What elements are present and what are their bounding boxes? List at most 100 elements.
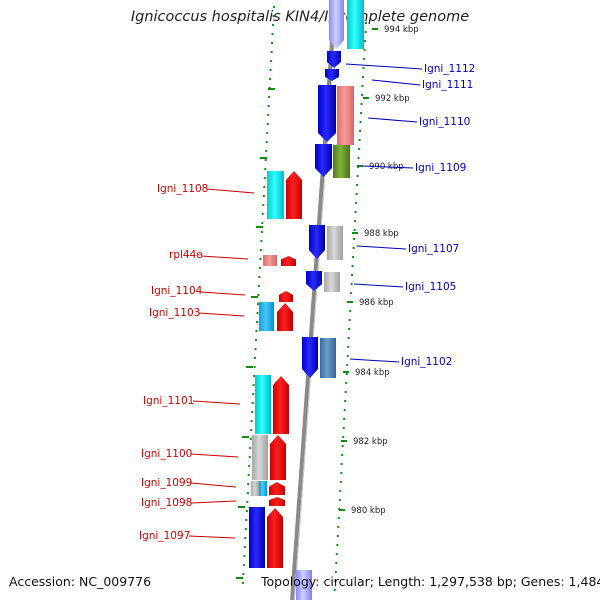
- reverse-gene-label[interactable]: Igni_1102: [401, 356, 452, 368]
- forward-gene-label[interactable]: Igni_1098: [141, 497, 192, 509]
- gc-dot: [247, 474, 250, 476]
- gc-dot: [259, 249, 262, 251]
- gc-dot: [363, 58, 365, 60]
- gc-dot: [254, 348, 257, 350]
- gc-dot: [364, 31, 367, 33]
- label-leader-line: [206, 188, 255, 194]
- forward-gene-arrow[interactable]: [273, 376, 289, 434]
- reverse-gene-block[interactable]: [320, 338, 336, 378]
- reverse-gene-arrow[interactable]: [325, 69, 339, 81]
- gc-dot: [262, 204, 265, 206]
- gc-dot: [337, 517, 340, 519]
- forward-gene-arrow[interactable]: [279, 291, 293, 302]
- reverse-gene-block[interactable]: [296, 570, 312, 600]
- gc-dot: [253, 366, 256, 368]
- gc-dash: [268, 88, 275, 90]
- forward-gene-arrow[interactable]: [277, 303, 293, 331]
- gc-dot: [265, 141, 268, 143]
- gc-dot: [334, 580, 337, 582]
- gc-dot: [259, 258, 262, 260]
- reverse-gene-label[interactable]: Igni_1109: [415, 162, 466, 174]
- reverse-gene-label[interactable]: Igni_1111: [422, 79, 473, 91]
- reverse-gene-arrow[interactable]: [318, 85, 336, 142]
- gc-dot: [345, 373, 348, 375]
- tick-label: 992 kbp: [375, 94, 410, 104]
- gc-dot: [346, 355, 349, 357]
- forward-gene-arrow[interactable]: [286, 171, 302, 219]
- gc-dot: [363, 49, 366, 51]
- forward-gene-arrow[interactable]: [270, 435, 286, 480]
- map-title: Ignicoccus hospitalis KIN4/I, complete g…: [130, 9, 470, 25]
- reverse-gene-arrow[interactable]: [302, 337, 318, 378]
- gc-dot: [250, 429, 253, 431]
- forward-gene-block[interactable]: [259, 302, 274, 331]
- forward-gene-block[interactable]: [251, 481, 259, 496]
- forward-gene-block[interactable]: [259, 481, 267, 496]
- tick-label: 980 kbp: [351, 506, 386, 516]
- gc-dot: [267, 114, 270, 116]
- gc-dot: [358, 148, 361, 150]
- forward-gene-arrow[interactable]: [269, 482, 285, 495]
- tick-label: 982 kbp: [353, 437, 388, 447]
- gc-dot: [336, 544, 339, 546]
- reverse-gene-label[interactable]: Igni_1107: [408, 243, 459, 255]
- gc-dot: [258, 276, 261, 278]
- gene-features[interactable]: [249, 0, 364, 600]
- tick-label: 994 kbp: [384, 25, 419, 35]
- gene-labels[interactable]: Igni_1108 rpl44e Igni_1104 Igni_1103 Igni_11…: [139, 63, 475, 542]
- forward-gene-label[interactable]: Igni_1103: [149, 307, 200, 319]
- gc-dot: [355, 193, 358, 195]
- reverse-gene-arrow[interactable]: [327, 51, 341, 68]
- forward-gene-arrow[interactable]: [269, 497, 285, 506]
- reverse-gene-block[interactable]: [324, 272, 340, 292]
- reverse-gene-label[interactable]: Igni_1105: [405, 281, 456, 293]
- gc-dot: [256, 312, 259, 314]
- reverse-gene-block[interactable]: [337, 86, 354, 145]
- reverse-gene-label[interactable]: Igni_1110: [419, 116, 470, 128]
- gc-dot: [255, 339, 257, 341]
- reverse-gene-block[interactable]: [347, 0, 364, 49]
- forward-gene-label[interactable]: Igni_1100: [141, 448, 192, 460]
- reverse-gene-label[interactable]: Igni_1112: [424, 63, 475, 75]
- gc-dot: [243, 555, 246, 557]
- forward-gene-block[interactable]: [267, 171, 284, 219]
- forward-gene-label[interactable]: Igni_1101: [143, 395, 194, 407]
- tick-label: 988 kbp: [364, 229, 399, 239]
- gc-dot: [249, 447, 252, 449]
- gc-dot: [257, 285, 260, 287]
- reverse-gene-arrow[interactable]: [306, 271, 322, 291]
- label-leader-line: [198, 312, 245, 317]
- forward-gene-block[interactable]: [263, 255, 277, 266]
- gc-dot: [360, 103, 363, 105]
- tick-mark: [363, 97, 369, 99]
- forward-gene-arrow[interactable]: [267, 508, 283, 568]
- forward-gene-block[interactable]: [249, 507, 265, 568]
- gc-dot: [265, 150, 268, 152]
- gc-dot: [264, 168, 267, 170]
- label-leader-line: [371, 79, 421, 86]
- forward-gene-label[interactable]: Igni_1097: [139, 530, 190, 542]
- reverse-gene-arrow[interactable]: [329, 0, 344, 49]
- reverse-gene-arrow[interactable]: [309, 225, 325, 259]
- tick-mark: [341, 440, 347, 442]
- gc-dot: [268, 96, 271, 98]
- gc-dot: [251, 411, 254, 413]
- forward-gene-label[interactable]: Igni_1104: [151, 285, 203, 297]
- gc-dot: [261, 222, 264, 224]
- forward-gene-arrow[interactable]: [281, 256, 296, 266]
- reverse-gene-block[interactable]: [327, 226, 343, 260]
- gc-dot: [360, 112, 363, 114]
- forward-gene-label[interactable]: Igni_1099: [141, 477, 192, 489]
- forward-gene-label[interactable]: Igni_1108: [157, 183, 208, 195]
- forward-gene-label[interactable]: rpl44e: [169, 249, 203, 261]
- forward-gene-block[interactable]: [255, 375, 271, 434]
- reverse-gene-arrow[interactable]: [315, 144, 332, 177]
- forward-gene-block[interactable]: [252, 435, 268, 480]
- gc-dot: [242, 564, 245, 566]
- gc-dot: [250, 420, 253, 422]
- label-leader-line: [356, 245, 407, 250]
- reverse-gene-block[interactable]: [333, 145, 350, 178]
- gc-dot: [361, 85, 364, 87]
- gc-dot: [251, 402, 254, 404]
